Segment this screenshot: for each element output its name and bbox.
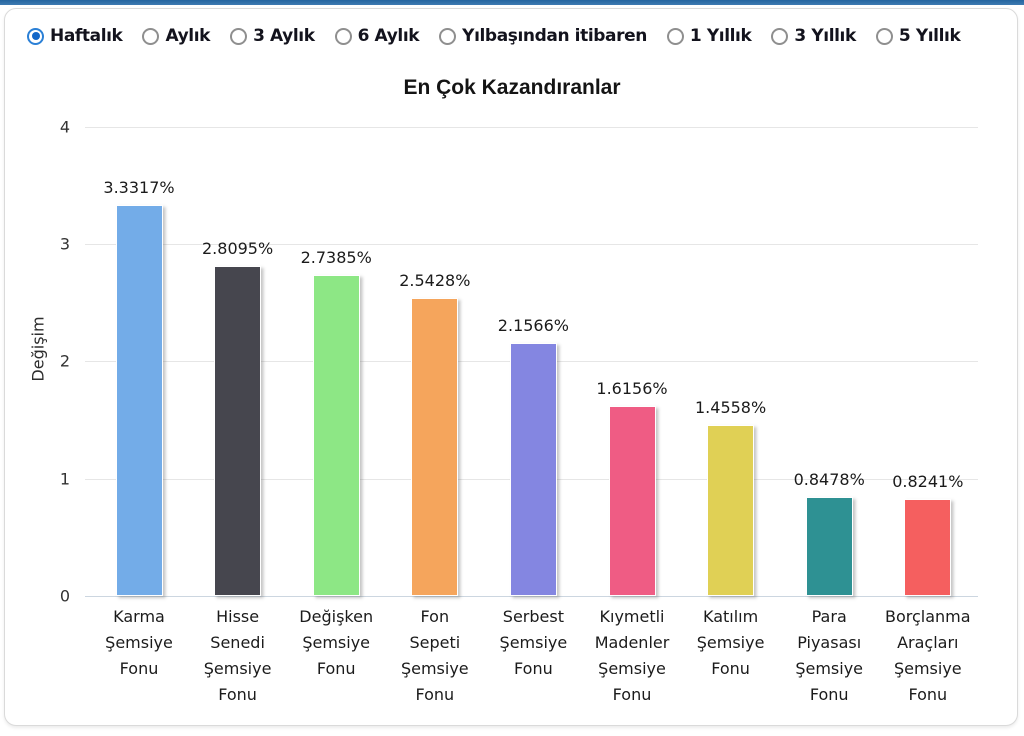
x-category-label: Kıymetli Madenler Şemsiye Fonu [594,607,670,704]
y-axis-title: Değişim [28,316,48,382]
bar-value-label: 0.8241% [892,472,964,492]
y-tick-label-2: 2 [59,351,70,371]
period-option-5[interactable]: Yılbaşından itibaren [439,26,647,46]
bar-8 [805,496,853,596]
radio-unselected-icon[interactable] [875,27,893,45]
y-tick-label-1: 1 [59,469,70,489]
x-category-label: Hisse Senedi Şemsiye Fonu [203,607,272,704]
radio-selected-icon[interactable] [27,27,44,45]
period-option-2[interactable]: Aylık [142,26,210,46]
radio-unselected-icon[interactable] [439,27,457,45]
radio-unselected-icon[interactable] [771,27,789,45]
radio-unselected-icon[interactable] [334,27,352,45]
x-category-label: Değişken Şemsiye Fonu [299,607,374,678]
radio-unselected-icon[interactable] [666,27,684,45]
bar-1 [115,205,163,596]
bar-2 [214,266,262,596]
period-option-1[interactable]: Haftalık [27,26,123,46]
top-accent-bar [0,0,1024,5]
bar-5 [509,343,557,596]
bar-9 [904,499,952,596]
radio-unselected-icon[interactable] [142,27,160,45]
radio-unselected-icon[interactable] [230,27,248,45]
period-option-6[interactable]: 1 Yıllık [666,26,752,46]
period-option-label: Yılbaşından itibaren [462,26,647,46]
bar-value-label: 3.3317% [103,178,175,198]
bar-6 [608,406,656,596]
x-category-label: Fon Sepeti Şemsiye Fonu [400,607,469,704]
period-radio-group: Haftalık Aylık 3 Aylık 6 Aylık Yılbaşından i… [27,26,961,46]
chart-title: En Çok Kazandıranlar [403,76,621,99]
bar-value-label: 1.4558% [695,398,767,418]
period-option-label: 1 Yıllık [689,26,752,46]
gridline-y-3 [85,244,978,246]
period-option-7[interactable]: 3 Yıllık [771,26,856,46]
x-category-label: Katılım Şemsiye Fonu [696,607,765,678]
period-option-label: 6 Aylık [357,26,420,46]
period-option-3[interactable]: 3 Aylık [230,26,315,46]
period-option-label: 5 Yıllık [898,26,961,46]
bar-value-label: 0.8478% [793,469,865,489]
bar-value-label: 2.8095% [202,239,274,259]
bar-value-label: 2.5428% [399,270,471,290]
period-option-label: Haftalık [50,26,123,46]
y-tick-label-3: 3 [59,234,70,254]
period-option-8[interactable]: 5 Yıllık [875,26,961,46]
y-tick-label-0: 0 [59,586,70,606]
bar-value-label: 1.6156% [596,379,668,399]
x-category-label: Serbest Şemsiye Fonu [499,607,568,678]
bar-4 [411,297,459,596]
period-option-label: 3 Yıllık [794,26,856,46]
bar-value-label: 2.1566% [497,316,569,336]
gridline-y-4 [85,126,978,128]
bar-3 [312,274,360,596]
period-option-label: 3 Aylık [253,26,315,46]
y-tick-label-4: 4 [59,117,70,137]
period-option-4[interactable]: 6 Aylık [334,26,420,46]
bar-value-label: 2.7385% [300,247,372,267]
period-option-label: Aylık [165,26,211,46]
x-category-label: Karma Şemsiye Fonu [105,607,173,678]
x-category-label: Borçlanma Araçları Şemsiye Fonu [885,607,971,704]
x-category-label: Para Piyasası Şemsiye Fonu [795,607,864,704]
gridline-y-0 [85,596,978,597]
bar-7 [707,425,755,596]
